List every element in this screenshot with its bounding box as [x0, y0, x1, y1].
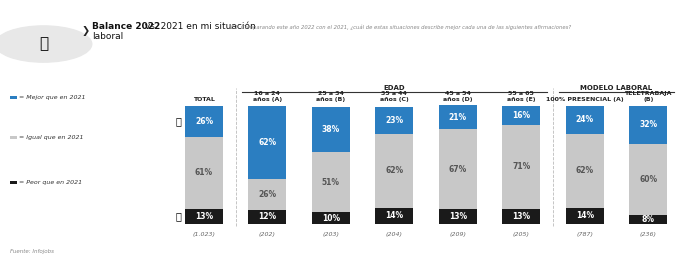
Text: 24%: 24%	[575, 116, 594, 125]
Text: laboral: laboral	[92, 32, 123, 41]
Bar	[502, 106, 540, 125]
Text: 12%: 12%	[258, 212, 277, 221]
Text: = Peor que en 2021: = Peor que en 2021	[19, 180, 81, 185]
Text: 35 a 44
años (C): 35 a 44 años (C)	[380, 91, 408, 102]
Bar	[439, 105, 477, 130]
Text: TELETRABAJA
(B): TELETRABAJA (B)	[624, 91, 672, 102]
Bar	[566, 134, 604, 207]
Text: 13%: 13%	[195, 212, 213, 221]
Text: 45 a 54
años (D): 45 a 54 años (D)	[443, 91, 473, 102]
Text: = Mejor que en 2021: = Mejor que en 2021	[19, 95, 85, 100]
Text: 👎: 👎	[176, 211, 181, 221]
Text: 55 a 65
años (E): 55 a 65 años (E)	[507, 91, 535, 102]
Bar	[502, 209, 540, 224]
Text: 21%: 21%	[448, 113, 467, 121]
Text: 71%: 71%	[512, 162, 531, 171]
Text: TOTAL: TOTAL	[193, 97, 215, 102]
Bar	[312, 212, 350, 224]
Text: 67%: 67%	[448, 164, 467, 174]
Text: = Igual que en 2021: = Igual que en 2021	[19, 135, 83, 140]
Bar	[375, 134, 413, 207]
Text: E1. Comparando este año 2022 con el 2021, ¿cuál de estas situaciones describe me: E1. Comparando este año 2022 con el 2021…	[231, 25, 571, 30]
Bar	[566, 207, 604, 224]
Text: 62%: 62%	[258, 138, 277, 147]
Text: 10%: 10%	[322, 214, 340, 223]
Bar	[248, 179, 286, 210]
Text: 38%: 38%	[322, 125, 340, 134]
Text: 14%: 14%	[385, 211, 404, 220]
Bar	[566, 106, 604, 134]
Text: 25 a 34
años (B): 25 a 34 años (B)	[316, 91, 346, 102]
Text: 62%: 62%	[385, 166, 404, 175]
Bar	[312, 152, 350, 212]
Bar	[375, 207, 413, 224]
Text: 13%: 13%	[448, 212, 467, 221]
Text: 16 a 24
años (A): 16 a 24 años (A)	[253, 91, 282, 102]
Text: (203): (203)	[322, 232, 339, 237]
Text: 16%: 16%	[512, 111, 531, 120]
Text: EDAD: EDAD	[384, 85, 405, 91]
Text: Fuente: Infojobs: Fuente: Infojobs	[10, 249, 55, 254]
Bar	[375, 107, 413, 134]
Text: (787): (787)	[576, 232, 593, 237]
Text: (205): (205)	[513, 232, 530, 237]
Text: 62%: 62%	[575, 166, 594, 175]
Text: 60%: 60%	[639, 175, 658, 184]
Bar	[248, 106, 286, 179]
Text: ❯: ❯	[81, 26, 90, 36]
Text: (209): (209)	[449, 232, 466, 237]
Bar	[185, 209, 223, 224]
Text: 26%: 26%	[195, 117, 213, 126]
Text: 32%: 32%	[639, 120, 658, 129]
Text: 8%: 8%	[642, 215, 655, 224]
Text: 26%: 26%	[258, 190, 277, 199]
Bar	[312, 107, 350, 152]
Text: (236): (236)	[640, 232, 657, 237]
Text: (1.023): (1.023)	[193, 232, 215, 237]
Text: (204): (204)	[386, 232, 403, 237]
Text: Balance 2022: Balance 2022	[92, 22, 160, 31]
Text: 13%: 13%	[512, 212, 531, 221]
Text: 👍: 👍	[176, 116, 181, 126]
Bar	[185, 136, 223, 209]
Bar	[185, 106, 223, 136]
Text: vs. 2021 en mi situación: vs. 2021 en mi situación	[142, 22, 256, 31]
Text: 100% PRESENCIAL (A): 100% PRESENCIAL (A)	[546, 97, 624, 102]
Text: 🧳: 🧳	[39, 37, 48, 52]
Text: 14%: 14%	[575, 211, 594, 220]
Bar	[248, 210, 286, 224]
Text: (202): (202)	[259, 232, 276, 237]
Bar	[439, 209, 477, 224]
Text: 61%: 61%	[195, 168, 213, 177]
Bar	[629, 106, 667, 144]
Bar	[502, 125, 540, 209]
Text: MODELO LABORAL: MODELO LABORAL	[580, 85, 653, 91]
Bar	[629, 144, 667, 215]
Text: 23%: 23%	[385, 116, 404, 125]
Bar	[629, 215, 667, 224]
Bar	[439, 130, 477, 209]
Text: 51%: 51%	[322, 178, 340, 186]
